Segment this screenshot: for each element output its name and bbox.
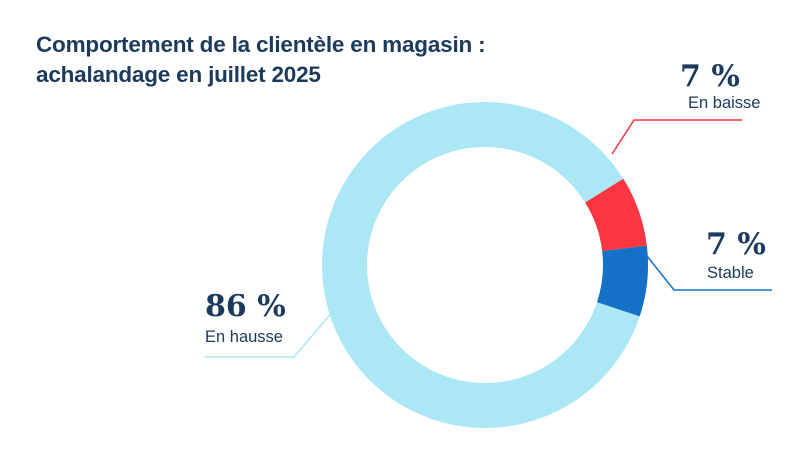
leader-line-stable	[646, 255, 772, 291]
slice-category-label-en-baisse: En baisse	[688, 94, 760, 112]
leader-lines	[205, 119, 772, 358]
slice-value-label-en-hausse: 86 %	[205, 289, 286, 324]
title-line-2: achalandage en juillet 2025	[36, 62, 321, 87]
donut-slice-en-baisse	[585, 178, 647, 252]
slice-value-label-stable: 7 %	[706, 227, 766, 262]
slice-category-label-en-hausse: En hausse	[205, 328, 283, 346]
title-line-1: Comportement de la clientèle en magasin …	[36, 32, 486, 57]
slice-value-label-en-baisse: 7 %	[680, 59, 740, 94]
donut-slice-en-hausse	[322, 102, 640, 429]
chart-title: Comportement de la clientèle en magasin …	[36, 30, 486, 90]
donut-slice-stable	[596, 245, 648, 317]
leader-line-en-hausse	[205, 309, 335, 358]
donut-slices	[322, 102, 648, 429]
slice-category-label-stable: Stable	[707, 264, 754, 282]
leader-line-en-baisse	[611, 119, 742, 155]
